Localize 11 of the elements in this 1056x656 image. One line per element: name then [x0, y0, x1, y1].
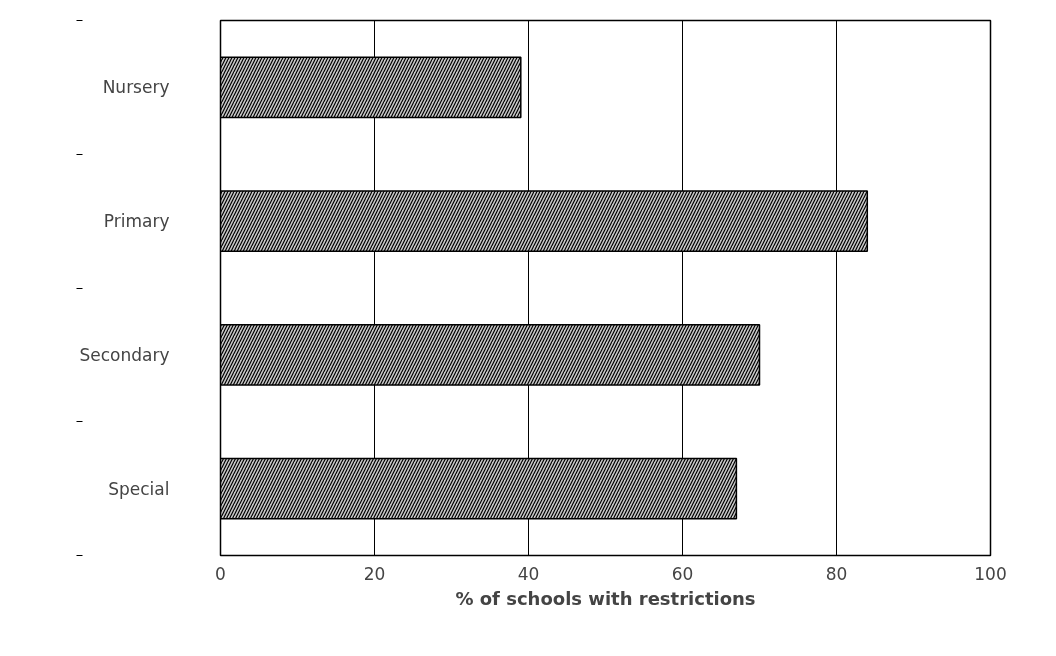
x-tick-label: 100 — [974, 563, 1007, 584]
x-tick-label: 80 — [825, 563, 848, 584]
y-tick-label: Primary — [103, 211, 170, 232]
y-tick-label: Nursery — [102, 77, 170, 98]
x-tick-label: 0 — [215, 563, 226, 584]
x-tick-label: 40 — [517, 563, 540, 584]
x-axis-title: % of schools with restrictions — [455, 587, 756, 609]
x-tick-label: 60 — [671, 563, 694, 584]
y-tick-label: Secondary — [79, 344, 170, 365]
x-tick-label: 20 — [363, 563, 386, 584]
y-tick-label: Special — [108, 478, 170, 499]
